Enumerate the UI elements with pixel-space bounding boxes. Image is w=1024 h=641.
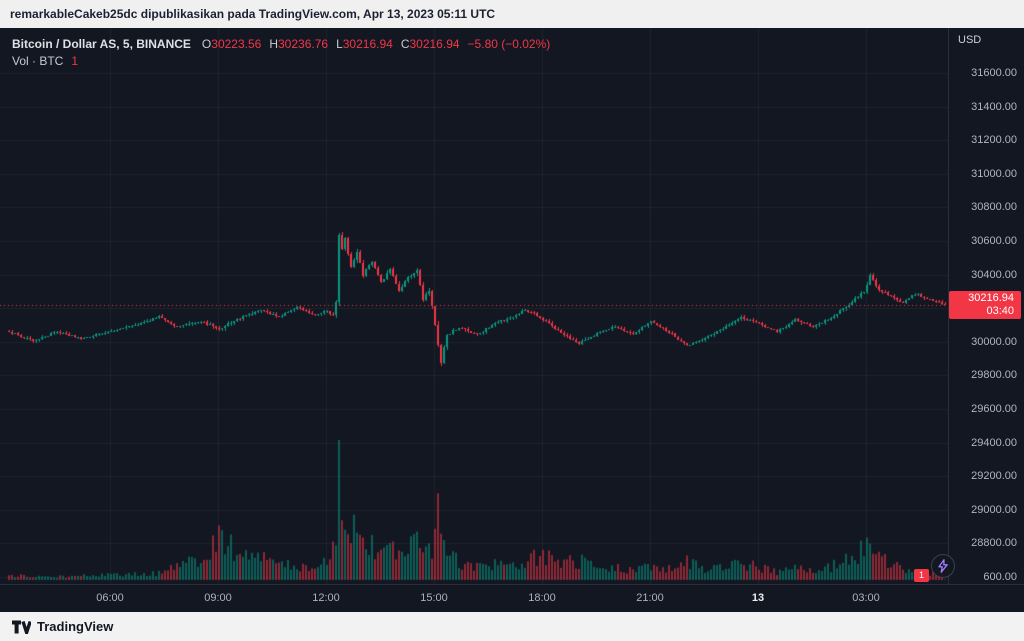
time-label: 21:00 [636,592,664,604]
price-tick: 30800.00 [971,201,1017,213]
ohlc-open: O 30223.56 [201,36,262,51]
volume-label: Vol · BTC [12,53,64,68]
symbol-title[interactable]: Bitcoin / Dollar AS, 5, BINANCE [12,36,191,51]
price-tick: 31400.00 [971,101,1017,113]
legend-row-volume: Vol · BTC 1 [12,52,550,69]
price-tick: 31000.00 [971,168,1017,180]
price-tick: 30400.00 [971,269,1017,281]
legend-row-symbol: Bitcoin / Dollar AS, 5, BINANCE O 30223.5… [12,35,550,52]
time-axis[interactable]: 06:00 09:00 12:00 15:00 18:00 21:00 13 03:00 [0,584,1024,612]
time-label: 18:00 [528,592,556,604]
time-label: 13 [751,592,765,604]
ohlc-close: C 30216.94 [400,36,460,51]
price-tick: 30000.00 [971,336,1017,348]
footer: TradingView [0,612,1024,641]
bar-countdown: 03:40 [986,305,1014,317]
volume-axis-badge: 1 [914,569,929,582]
time-label: 09:00 [204,592,232,604]
price-tick: 29800.00 [971,369,1017,381]
snapshot-banner-text: remarkableCakeb25dc dipublikasikan pada … [10,7,496,21]
price-tick: 29200.00 [971,470,1017,482]
time-label: 03:00 [852,592,880,604]
volume-value: 1 [71,53,79,68]
price-tick: 29400.00 [971,437,1017,449]
lightning-icon [938,559,948,573]
chart-pane[interactable]: Bitcoin / Dollar AS, 5, BINANCE O 30223.5… [0,28,1024,612]
time-label: 06:00 [96,592,124,604]
last-price-badge: 30216.94 03:40 [949,291,1021,319]
tradingview-link[interactable]: TradingView [12,619,113,634]
currency-label: USD [958,34,982,46]
chart-legend: Bitcoin / Dollar AS, 5, BINANCE O 30223.5… [12,35,550,69]
price-tick: 29000.00 [971,504,1017,516]
price-change: −5.80 (−0.02%) [467,36,551,51]
boost-button[interactable] [931,554,955,578]
time-label: 15:00 [420,592,448,604]
ohlc-high: H 30236.76 [269,36,329,51]
tradingview-wordmark: TradingView [37,619,114,634]
price-tick: 28800.00 [971,537,1017,549]
candlestick-chart-canvas[interactable] [0,28,948,584]
last-price: 30216.94 [968,292,1014,304]
price-tick: 29600.00 [971,403,1017,415]
price-tick: 31600.00 [971,67,1017,79]
price-tick: 600.00 [983,571,1017,583]
time-label: 12:00 [312,592,340,604]
tradingview-logo-icon [12,620,31,634]
price-tick: 30600.00 [971,235,1017,247]
price-axis[interactable]: USD 30216.94 03:40 31600.00 31400.00 31200… [948,28,1024,584]
snapshot-banner: remarkableCakeb25dc dipublikasikan pada … [0,0,1024,28]
ohlc-low: L 30216.94 [336,36,393,51]
price-tick: 31200.00 [971,134,1017,146]
